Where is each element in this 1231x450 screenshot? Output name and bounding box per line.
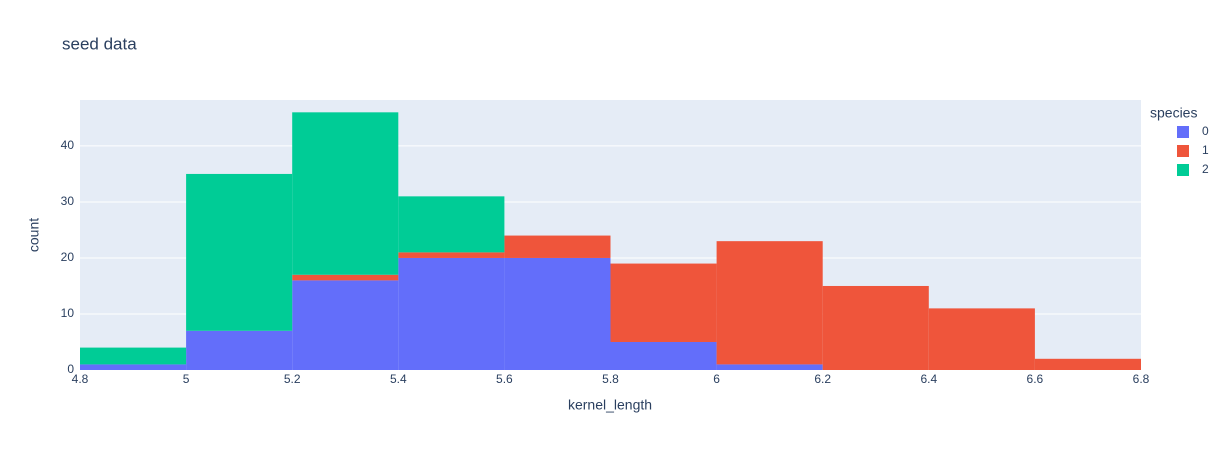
legend-swatch [1177, 126, 1189, 138]
legend-swatch [1177, 164, 1189, 176]
x-tick-label: 5.4 [390, 372, 407, 386]
bar [610, 341, 717, 370]
legend-label: 0 [1202, 124, 1209, 138]
bar [292, 112, 399, 275]
chart-title: seed data [62, 34, 137, 53]
bar [186, 173, 293, 331]
bar [1034, 358, 1141, 370]
x-tick-label: 4.8 [72, 372, 89, 386]
bar [716, 364, 823, 370]
x-axis-title: kernel_length [568, 397, 652, 413]
bar [822, 285, 929, 370]
y-axis-title: count [26, 218, 42, 252]
x-tick-label: 6.4 [920, 372, 937, 386]
y-tick-label: 10 [61, 306, 75, 320]
bar [80, 364, 187, 370]
x-tick-label: 5 [183, 372, 190, 386]
bar [80, 347, 187, 365]
bar [928, 308, 1035, 370]
bar [398, 252, 505, 258]
x-tick-label: 5.6 [496, 372, 513, 386]
x-tick-label: 6.6 [1027, 372, 1044, 386]
bar [504, 257, 611, 370]
legend-label: 1 [1202, 143, 1209, 157]
bar [292, 274, 399, 281]
bar [398, 257, 505, 370]
legend-swatch [1177, 145, 1189, 157]
x-tick-label: 5.2 [284, 372, 301, 386]
bar [716, 241, 823, 365]
y-tick-label: 30 [61, 194, 75, 208]
x-tick-label: 6.2 [814, 372, 831, 386]
bar [186, 330, 293, 370]
x-tick-label: 5.8 [602, 372, 619, 386]
x-tick-label: 6 [713, 372, 720, 386]
bar [610, 263, 717, 342]
y-tick-label: 40 [61, 138, 75, 152]
bar [292, 280, 399, 370]
y-tick-label: 0 [67, 362, 74, 376]
y-tick-label: 20 [61, 250, 75, 264]
legend-label: 2 [1202, 162, 1209, 176]
legend-title: species [1150, 105, 1197, 121]
bar [398, 196, 505, 253]
x-tick-label: 6.8 [1133, 372, 1150, 386]
bar [504, 235, 611, 258]
